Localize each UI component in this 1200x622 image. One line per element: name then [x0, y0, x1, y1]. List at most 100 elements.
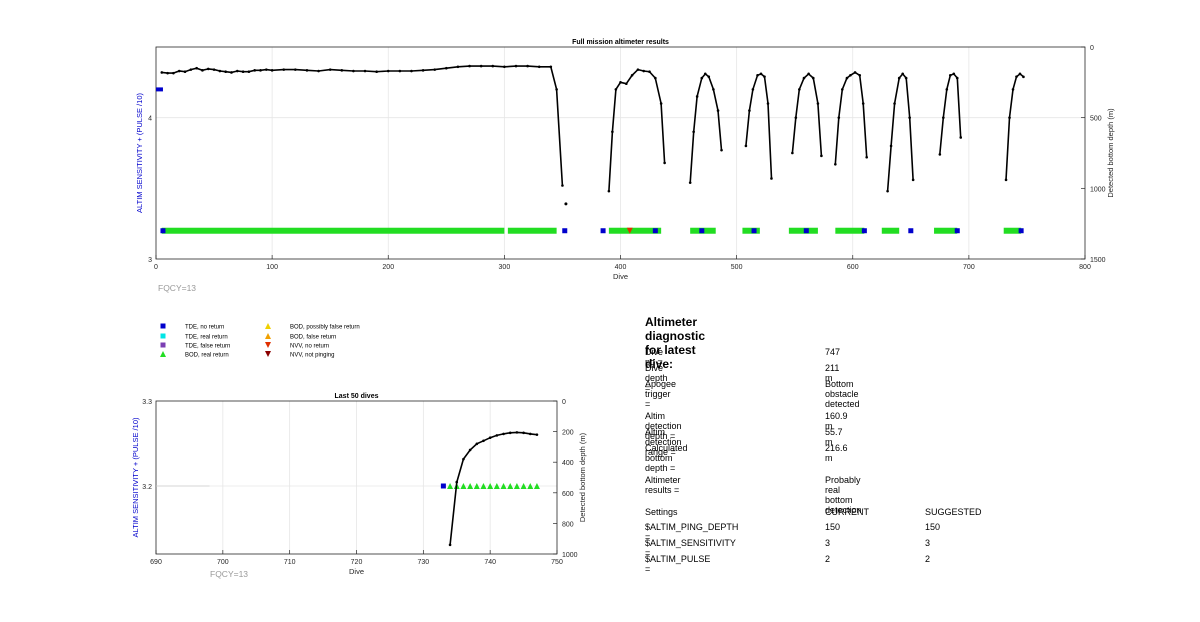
tde-no-return-point — [861, 228, 867, 234]
depth-point — [642, 69, 646, 73]
depth-point — [386, 69, 390, 73]
tde-no-return-point — [652, 228, 658, 234]
y-left-tick-label: 3.2 — [142, 484, 152, 491]
depth-point — [945, 88, 949, 91]
tde-no-return-point — [160, 228, 166, 234]
depth-point — [526, 64, 529, 68]
diagnostic-value: Probably real bottom detection — [825, 475, 862, 515]
depth-point — [410, 69, 413, 73]
y-right-tick-label: 1000 — [562, 552, 578, 559]
depth-point — [908, 116, 911, 119]
depth-point — [865, 155, 868, 159]
depth-point — [224, 70, 227, 74]
tde-no-return-point — [562, 228, 568, 234]
diagnostic-label: Altimeter results = — [645, 475, 681, 495]
y-right-tick-label: 800 — [562, 521, 574, 528]
y-left-tick-label: 4 — [148, 116, 152, 123]
depth-point — [712, 88, 715, 91]
depth-point — [445, 66, 448, 70]
legend-marker-triangle — [265, 333, 271, 339]
bod-real-return-point — [447, 483, 454, 489]
legend-marker-triangle — [160, 351, 166, 357]
settings-header-label: Settings — [645, 507, 678, 517]
depth-point — [840, 88, 844, 91]
legend-marker-triangle — [265, 351, 271, 357]
depth-point — [889, 144, 893, 148]
depth-point — [845, 76, 849, 80]
diagnostic-value: 216.6 m — [825, 443, 848, 463]
diagnostic-value: 160.9 m — [825, 411, 848, 431]
depth-series-line — [791, 72, 823, 156]
x-tick-label: 0 — [154, 264, 158, 271]
depth-point — [475, 442, 479, 446]
depth-point — [897, 76, 901, 80]
depth-series-line — [161, 65, 564, 186]
bod-real-return-band — [507, 227, 557, 234]
legend-marker-triangle — [265, 342, 271, 348]
depth-point — [535, 433, 539, 436]
legend-marker-square — [160, 333, 166, 339]
diagnostic-label: Altim detection range = — [645, 427, 682, 457]
depth-point — [791, 151, 794, 155]
x-tick-label: 700 — [217, 559, 229, 566]
depth-point — [479, 64, 483, 68]
tde-no-return-point — [1018, 228, 1024, 234]
depth-point — [522, 431, 525, 435]
depth-point — [515, 431, 519, 434]
depth-point — [230, 71, 233, 74]
y-right-tick-label: 0 — [562, 399, 566, 406]
bod-real-return-point — [533, 483, 540, 489]
depth-point — [241, 70, 245, 74]
depth-point — [555, 88, 558, 91]
y-right-tick-label: 500 — [1090, 116, 1102, 123]
diagnostic-value: 747 — [825, 347, 841, 357]
depth-point — [952, 72, 956, 76]
diagnostic-value: 55.7 m — [825, 427, 843, 447]
depth-point — [398, 69, 402, 73]
depth-point — [703, 72, 707, 76]
depth-point — [1011, 88, 1015, 91]
depth-point — [549, 65, 553, 69]
legend-label: NVV, not pinging — [290, 353, 334, 359]
depth-point — [625, 82, 628, 86]
legend-label: BOD, real return — [185, 353, 229, 359]
depth-point — [904, 76, 908, 80]
bod-real-return-band — [742, 227, 760, 234]
depth-point — [837, 116, 841, 119]
x-tick-label: 730 — [417, 559, 429, 566]
x-tick-label: 740 — [484, 559, 496, 566]
depth-point — [160, 71, 164, 74]
depth-point — [564, 202, 568, 206]
legend-label: BOD, false return — [290, 335, 336, 341]
depth-point — [253, 69, 257, 72]
setting-label: $ALTIM_SENSITIVITY = — [645, 538, 736, 558]
bod-real-return-point — [520, 483, 527, 489]
depth-point — [834, 163, 837, 166]
depth-point — [433, 68, 437, 71]
depth-point — [206, 67, 210, 71]
depth-series-line — [608, 68, 666, 192]
depth-point — [611, 130, 614, 134]
depth-point — [707, 75, 711, 78]
depth-point — [630, 73, 634, 77]
nvv-no-return-point — [626, 227, 633, 234]
depth-point — [305, 69, 309, 72]
bod-real-return-point — [460, 483, 467, 489]
x-tick-label: 700 — [963, 264, 975, 271]
bod-real-return-band — [835, 227, 865, 234]
depth-point — [328, 68, 332, 71]
x-axis-label: Dive — [349, 567, 364, 576]
tde-no-return-point — [954, 228, 960, 234]
depth-point — [259, 69, 262, 72]
depth-point — [201, 69, 204, 72]
y-right-tick-label: 200 — [562, 430, 574, 437]
depth-series-line — [939, 72, 962, 155]
depth-point — [1008, 116, 1011, 119]
bod-real-return-point — [487, 483, 494, 489]
y-left-axis-label: ALTIM SENSITIVITY + (PULSE /10) — [135, 93, 144, 213]
depth-series-line — [689, 72, 723, 183]
tde-no-return-point — [908, 228, 914, 234]
depth-point — [614, 88, 618, 91]
depth-point — [561, 184, 564, 187]
y-left-axis-label: ALTIM SENSITIVITY + (PULSE /10) — [131, 417, 140, 537]
